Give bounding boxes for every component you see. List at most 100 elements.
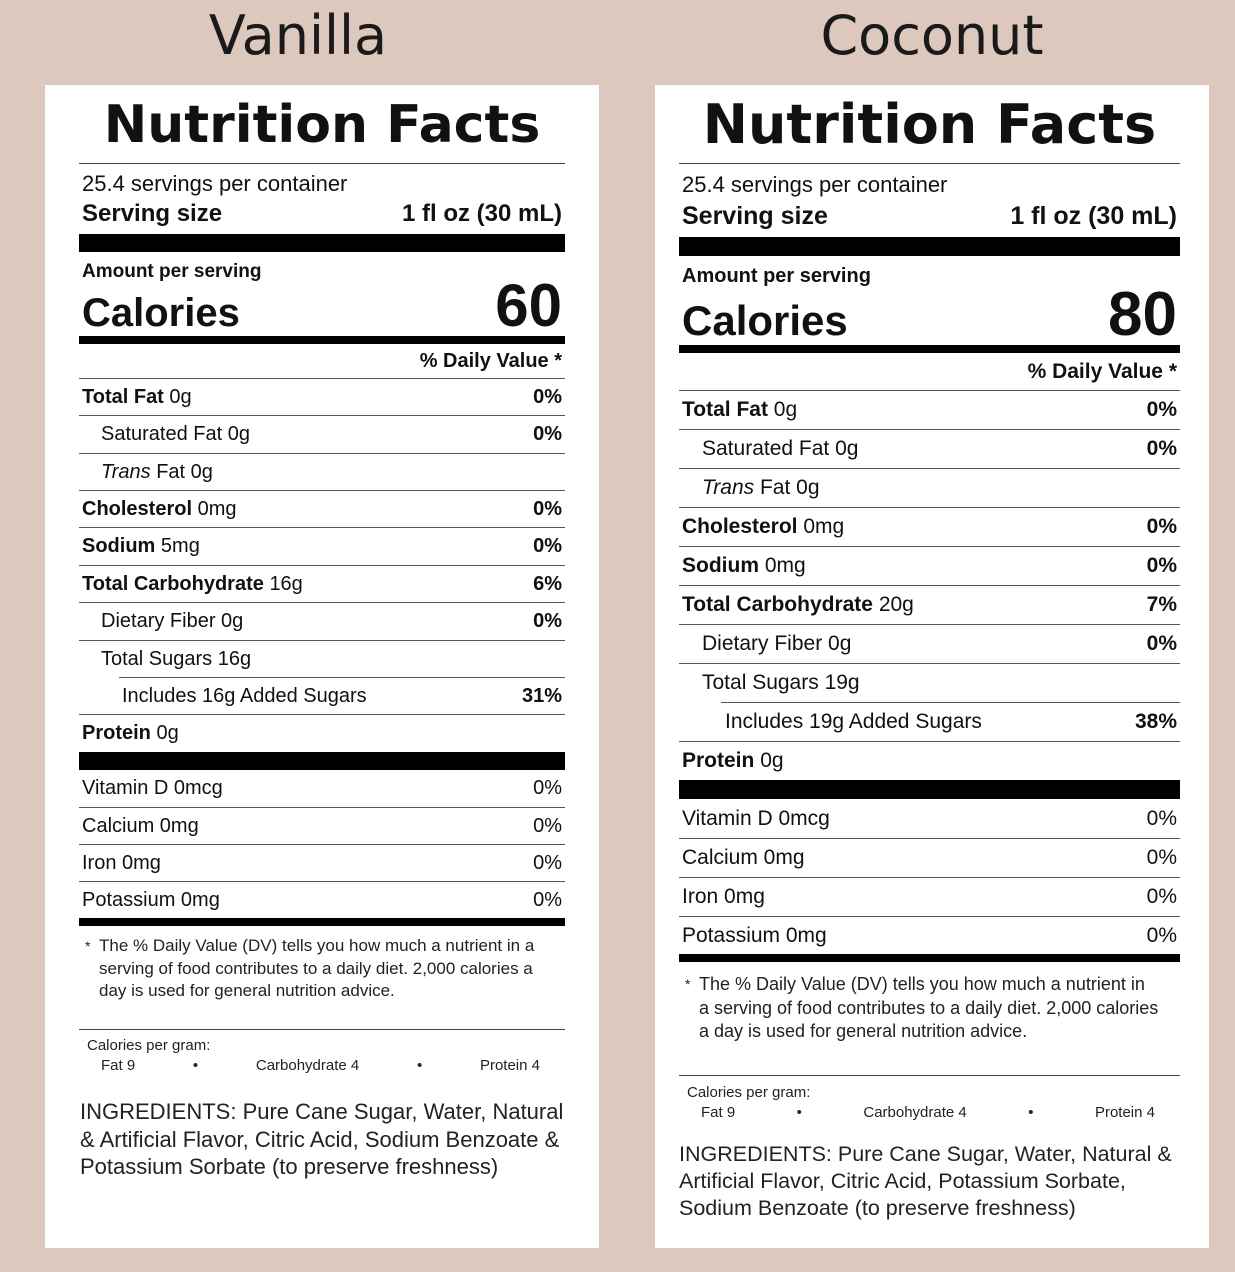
nutrient-amount: 0g [156,722,179,744]
servings-per-container: 25.4 servings per container [682,172,948,197]
nutrient-name: Includes 19g Added Sugars [725,710,982,733]
vitamin-name: Potassium 0mg [82,888,220,911]
vitamin-dv: 0% [533,814,562,837]
divider [79,163,565,164]
footnote-text: The % Daily Value (DV) tells you how muc… [699,974,1159,1041]
nutrient-name: Cholesterol [682,515,798,538]
ingredients-text: INGREDIENTS: Pure Cane Sugar, Water, Nat… [679,1142,1172,1220]
nutrient-amount: 0g [828,632,852,655]
nutrient-dv: 0% [1146,398,1177,421]
calories-per-gram-label: Calories per gram: [87,1037,211,1054]
nutrient-row-cholesterol: Cholesterol 0mg 0% [679,507,1180,546]
nutrient-row-total-fat: Total Fat 0g 0% [79,378,565,415]
nutrient-dv: 0% [533,535,562,557]
calories-per-gram-items: Fat 9 • Carbohydrate 4 • Protein 4 [87,1056,562,1076]
nutrient-row-saturated-fat: Saturated Fat 0g 0% [79,415,565,453]
nutrient-amount: 0g [835,437,859,460]
nutrient-row-protein: Protein 0g [679,741,1180,780]
nutrient-name: Includes 16g Added Sugars [122,684,367,707]
vitamin-dv: 0% [533,777,562,799]
thick-divider [79,234,565,252]
vitamin-row-calcium: Calcium 0mg 0% [679,838,1180,877]
cpg-dot: • [1028,1104,1034,1121]
nutrient-amount: 0g [773,398,798,421]
thick-divider [679,237,1180,256]
nutrient-name: Total Sugars [702,671,819,694]
vitamin-name: Vitamin D 0mcg [682,806,830,830]
nutrient-name: Total Carbohydrate [82,572,264,595]
ingredients-text: INGREDIENTS: Pure Cane Sugar, Water, Nat… [80,1099,564,1179]
flavor-title-vanilla: Vanilla [208,4,388,67]
vitamin-name: Calcium 0mg [682,846,805,869]
calories-row: Calories 80 [679,284,1180,346]
serving-size-value: 1 fl oz (30 mL) [401,200,562,227]
nutrient-amount: 0g [760,749,784,772]
nutrient-amount: 0g [169,385,192,408]
cpg-protein: Protein 4 [479,1057,540,1074]
nutrient-row-added-sugars: Includes 19g Added Sugars 38% [721,702,1180,741]
nutrient-row-trans-fat: Trans Fat 0g [79,453,565,490]
cpg-dot: • [192,1057,199,1074]
calories-per-gram: Calories per gram: Fat 9 • Carbohydrate … [679,1076,1180,1141]
nutrient-row-dietary-fiber: Dietary Fiber 0g 0% [79,602,565,640]
nutrient-name: Trans [702,476,755,499]
footnote-text: The % Daily Value (DV) tells you how muc… [99,936,535,1000]
vitamin-name: Iron 0mg [82,851,161,874]
calories-per-gram-items: Fat 9 • Carbohydrate 4 • Protein 4 [687,1103,1177,1123]
nutrition-panel-coconut: Nutrition Facts 25.4 servings per contai… [655,85,1209,1248]
nutrient-row-total-carbohydrate: Total Carbohydrate 20g 7% [679,585,1180,624]
nutrient-dv: 7% [1146,593,1177,616]
footnote-star: * [85,938,91,954]
nutrient-amount: 0mg [197,497,237,520]
daily-value-footnote: * The % Daily Value (DV) tells you how m… [679,962,1159,1075]
vitamin-row-iron: Iron 0mg 0% [679,877,1180,916]
nutrient-name: Dietary Fiber [702,632,823,655]
flavor-title-coconut: Coconut [820,4,1044,67]
nutrient-row-added-sugars: Includes 16g Added Sugars 31% [119,677,565,714]
thick-divider [679,780,1180,799]
nutrient-row-dietary-fiber: Dietary Fiber 0g 0% [679,624,1180,663]
vitamin-row-vitamin-d: Vitamin D 0mcg 0% [679,799,1180,838]
vitamin-dv: 0% [533,851,562,874]
nutrient-row-total-sugars: Total Sugars 16g [79,640,565,677]
nutrient-amount: Fat 0g [759,476,820,499]
calories-value: 60 [495,272,562,339]
nutrient-dv: 0% [533,385,562,408]
nutrient-dv: 0% [1146,632,1177,655]
nutrition-facts-title: Nutrition Facts [103,95,541,155]
vitamin-row-iron: Iron 0mg 0% [79,844,565,881]
servings-per-container: 25.4 servings per container [82,171,348,196]
calories-row: Calories 60 [79,276,565,336]
nutrient-name: Protein [682,749,755,772]
nutrient-amount: 0g [227,423,250,445]
nutrient-dv: 31% [521,684,562,707]
nutrient-name: Total Fat [82,385,164,408]
calories-per-gram: Calories per gram: Fat 9 • Carbohydrate … [79,1030,565,1098]
cpg-protein: Protein 4 [1094,1104,1155,1121]
vitamin-name: Calcium 0mg [82,814,199,837]
nutrient-row-sodium: Sodium 0mg 0% [679,546,1180,585]
nutrient-dv: 0% [1146,437,1177,460]
nutrient-dv: 6% [533,572,562,595]
daily-value-footnote: * The % Daily Value (DV) tells you how m… [79,926,549,1029]
divider [79,1029,565,1030]
divider [679,163,1180,164]
nutrient-name: Trans [101,460,151,483]
nutrient-row-total-sugars: Total Sugars 19g [679,663,1180,702]
nutrient-name: Total Fat [682,398,768,421]
amount-per-serving: Amount per serving [682,265,871,287]
nutrition-label: Nutrition Facts 25.4 servings per contai… [79,85,565,1181]
serving-size-label: Serving size [82,200,223,227]
medium-divider [79,336,565,344]
serving-size-row: Serving size 1 fl oz (30 mL) [679,197,1180,237]
cpg-fat: Fat 9 [101,1057,136,1074]
nutrient-row-sodium: Sodium 5mg 0% [79,527,565,565]
nutrient-amount: 0mg [764,554,806,577]
nutrition-facts-title: Nutrition Facts [702,93,1157,156]
calories-value: 80 [1108,280,1177,349]
vitamin-name: Vitamin D 0mcg [82,777,223,799]
nutrition-panel-vanilla: Nutrition Facts 25.4 servings per contai… [45,85,599,1248]
nutrient-name: Protein [82,722,151,744]
vitamin-dv: 0% [1146,885,1177,908]
vitamin-row-potassium: Potassium 0mg 0% [679,916,1180,954]
